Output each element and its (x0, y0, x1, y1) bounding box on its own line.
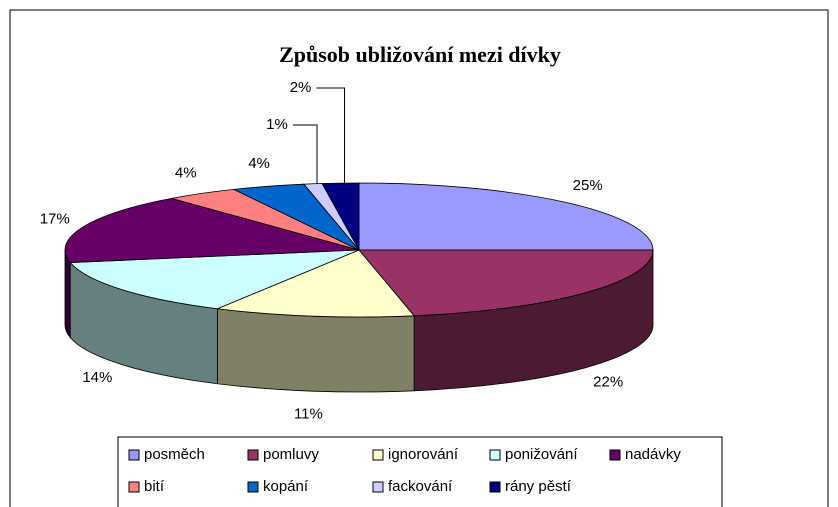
pie-labels: 25% 22% 11% 14% 17% 4% 4% 1% 2% (40, 79, 623, 422)
pie-slice (321, 182, 360, 252)
pie-slice (358, 182, 654, 251)
data-label: 25% (573, 177, 603, 194)
legend-label: rány pěstí (505, 478, 572, 495)
data-label: 11% (294, 405, 323, 422)
chart-frame (9, 9, 829, 507)
legend-swatch (372, 449, 384, 461)
pie-side (64, 249, 71, 339)
legend-swatch (128, 449, 140, 461)
legend-label: nadávky (625, 446, 681, 463)
data-label: 4% (175, 165, 197, 182)
legend-label: posměch (144, 446, 205, 463)
pie-tops (64, 182, 654, 318)
data-label: 4% (248, 155, 270, 172)
legend-label: bití (144, 478, 165, 495)
legend-label: pomluvy (263, 446, 319, 463)
legend-label: fackování (388, 478, 453, 495)
legend-label: ponižování (505, 446, 578, 463)
legend-swatch (128, 481, 140, 493)
pie-sides (64, 249, 654, 393)
legend-label: ignorování (388, 446, 459, 463)
legend-swatch (247, 481, 259, 493)
pie-slice (358, 249, 654, 317)
data-label: 1% (266, 116, 288, 133)
legend-swatch (609, 449, 621, 461)
pie-slice (215, 249, 415, 318)
legend-box (117, 436, 723, 507)
legend-swatch (489, 481, 501, 493)
legend-swatch (489, 449, 501, 461)
legend-swatch (247, 449, 259, 461)
legend-label: kopání (263, 478, 309, 495)
data-label: 14% (82, 369, 112, 386)
pie-slice (64, 197, 360, 263)
data-label: 2% (290, 79, 312, 96)
pie-slice (69, 249, 360, 310)
data-label: 22% (593, 374, 623, 391)
leader-line (316, 87, 346, 184)
legend-swatch (372, 481, 384, 493)
chart-title: Způsob ubližování mezi dívky (279, 42, 561, 67)
pie-side (216, 308, 415, 393)
leader-line (293, 124, 318, 184)
data-label: 17% (40, 210, 70, 227)
